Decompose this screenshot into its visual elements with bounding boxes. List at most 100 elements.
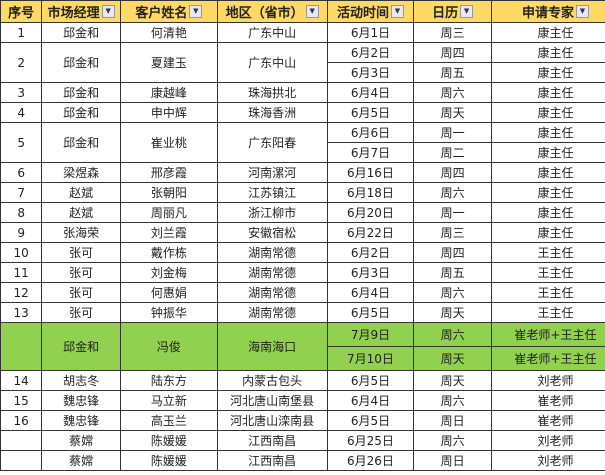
cell-date[interactable]: 6月4日 xyxy=(326,390,415,411)
cell-expert[interactable]: 康主任 xyxy=(490,182,605,203)
cell-date[interactable]: 6月25日 xyxy=(326,430,415,451)
cell-expert[interactable]: 康主任 xyxy=(490,202,605,223)
cell-date[interactable]: 6月5日 xyxy=(326,370,415,391)
cell-weekday[interactable]: 周四 xyxy=(413,42,492,63)
cell-date[interactable]: 6月5日 xyxy=(326,102,415,123)
cell-no[interactable]: 16 xyxy=(0,410,43,431)
cell-manager[interactable]: 邱金和 xyxy=(41,322,121,371)
cell-manager[interactable]: 魏忠锋 xyxy=(41,390,121,411)
cell-expert[interactable]: 王主任 xyxy=(490,242,605,263)
cell-expert[interactable]: 康主任 xyxy=(490,222,605,243)
cell-region[interactable]: 浙江柳市 xyxy=(216,202,328,223)
cell-date[interactable]: 6月4日 xyxy=(326,82,415,103)
cell-expert[interactable]: 康主任 xyxy=(490,82,605,103)
cell-no[interactable]: 11 xyxy=(0,262,43,283)
cell-manager[interactable]: 蔡嫦 xyxy=(41,450,121,471)
cell-customer[interactable]: 戴作栋 xyxy=(119,242,218,263)
cell-date[interactable]: 6月1日 xyxy=(326,22,415,43)
cell-customer[interactable]: 马立新 xyxy=(119,390,218,411)
cell-region[interactable]: 湖南常德 xyxy=(216,282,328,303)
cell-region[interactable]: 河北唐山滦南县 xyxy=(216,410,328,431)
cell-customer[interactable]: 刘兰霞 xyxy=(119,222,218,243)
cell-expert[interactable]: 康主任 xyxy=(490,122,605,143)
cell-weekday[interactable]: 周六 xyxy=(413,282,492,303)
cell-date[interactable]: 6月16日 xyxy=(326,162,415,183)
cell-manager[interactable]: 张可 xyxy=(41,302,121,323)
cell-expert[interactable]: 崔老师+王主任 xyxy=(490,322,605,347)
filter-dropdown-icon[interactable]: ▼ xyxy=(101,5,115,18)
cell-customer[interactable]: 冯俊 xyxy=(119,322,218,371)
cell-date[interactable]: 6月2日 xyxy=(326,42,415,63)
cell-region[interactable]: 江西南昌 xyxy=(216,450,328,471)
cell-weekday[interactable]: 周二 xyxy=(413,142,492,163)
filter-dropdown-icon[interactable]: ▼ xyxy=(189,5,203,18)
cell-weekday[interactable]: 周五 xyxy=(413,262,492,283)
cell-weekday[interactable]: 周一 xyxy=(413,122,492,143)
cell-customer[interactable]: 何清艳 xyxy=(119,22,218,43)
cell-date[interactable]: 6月6日 xyxy=(326,122,415,143)
cell-no[interactable]: 4 xyxy=(0,102,43,123)
filter-dropdown-icon[interactable]: ▼ xyxy=(460,5,474,18)
cell-manager[interactable]: 张可 xyxy=(41,242,121,263)
cell-expert[interactable]: 康主任 xyxy=(490,142,605,163)
cell-no[interactable]: 5 xyxy=(0,122,43,163)
cell-expert[interactable]: 刘老师 xyxy=(490,430,605,451)
cell-weekday[interactable]: 周天 xyxy=(413,102,492,123)
cell-region[interactable]: 河北唐山南堡县 xyxy=(216,390,328,411)
cell-no[interactable]: 14 xyxy=(0,370,43,391)
cell-region[interactable]: 内蒙古包头 xyxy=(216,370,328,391)
cell-manager[interactable]: 邱金和 xyxy=(41,102,121,123)
cell-expert[interactable]: 王主任 xyxy=(490,262,605,283)
cell-customer[interactable]: 陈媛媛 xyxy=(119,430,218,451)
cell-region[interactable]: 海南海口 xyxy=(216,322,328,371)
cell-customer[interactable]: 高玉兰 xyxy=(119,410,218,431)
cell-date[interactable]: 6月3日 xyxy=(326,62,415,83)
cell-region[interactable]: 河南漯河 xyxy=(216,162,328,183)
cell-region[interactable]: 安徽宿松 xyxy=(216,222,328,243)
cell-no[interactable]: 2 xyxy=(0,42,43,83)
cell-customer[interactable]: 崔业桃 xyxy=(119,122,218,163)
cell-weekday[interactable]: 周一 xyxy=(413,202,492,223)
filter-dropdown-icon[interactable]: ▼ xyxy=(390,5,404,18)
cell-weekday[interactable]: 周日 xyxy=(413,450,492,471)
cell-weekday[interactable]: 周四 xyxy=(413,242,492,263)
cell-manager[interactable]: 邱金和 xyxy=(41,82,121,103)
cell-expert[interactable]: 康主任 xyxy=(490,22,605,43)
cell-region[interactable]: 广东中山 xyxy=(216,42,328,83)
cell-date[interactable]: 6月20日 xyxy=(326,202,415,223)
cell-region[interactable]: 珠海拱北 xyxy=(216,82,328,103)
cell-customer[interactable]: 邢彦霞 xyxy=(119,162,218,183)
cell-weekday[interactable]: 周五 xyxy=(413,62,492,83)
cell-customer[interactable]: 陆东方 xyxy=(119,370,218,391)
cell-no[interactable]: 3 xyxy=(0,82,43,103)
cell-manager[interactable]: 张可 xyxy=(41,262,121,283)
cell-region[interactable]: 广东阳春 xyxy=(216,122,328,163)
cell-customer[interactable]: 张朝阳 xyxy=(119,182,218,203)
cell-expert[interactable]: 康主任 xyxy=(490,42,605,63)
cell-manager[interactable]: 魏忠锋 xyxy=(41,410,121,431)
cell-weekday[interactable]: 周天 xyxy=(413,346,492,371)
cell-manager[interactable]: 邱金和 xyxy=(41,42,121,83)
cell-date[interactable]: 6月2日 xyxy=(326,242,415,263)
cell-weekday[interactable]: 周六 xyxy=(413,322,492,347)
cell-no[interactable]: 1 xyxy=(0,22,43,43)
cell-customer[interactable]: 申中辉 xyxy=(119,102,218,123)
cell-no[interactable]: 6 xyxy=(0,162,43,183)
cell-manager[interactable]: 赵斌 xyxy=(41,202,121,223)
cell-expert[interactable]: 王主任 xyxy=(490,282,605,303)
cell-no[interactable]: 7 xyxy=(0,182,43,203)
cell-no[interactable]: 9 xyxy=(0,222,43,243)
cell-date[interactable]: 6月3日 xyxy=(326,262,415,283)
cell-no[interactable] xyxy=(0,430,43,451)
cell-weekday[interactable]: 周六 xyxy=(413,430,492,451)
cell-date[interactable]: 6月18日 xyxy=(326,182,415,203)
filter-dropdown-icon[interactable]: ▼ xyxy=(575,5,589,18)
cell-manager[interactable]: 邱金和 xyxy=(41,22,121,43)
cell-manager[interactable]: 张可 xyxy=(41,282,121,303)
cell-date[interactable]: 6月22日 xyxy=(326,222,415,243)
cell-expert[interactable]: 康主任 xyxy=(490,102,605,123)
cell-region[interactable]: 广东中山 xyxy=(216,22,328,43)
cell-expert[interactable]: 崔老师 xyxy=(490,390,605,411)
cell-customer[interactable]: 陈媛媛 xyxy=(119,450,218,471)
cell-no[interactable] xyxy=(0,450,43,471)
